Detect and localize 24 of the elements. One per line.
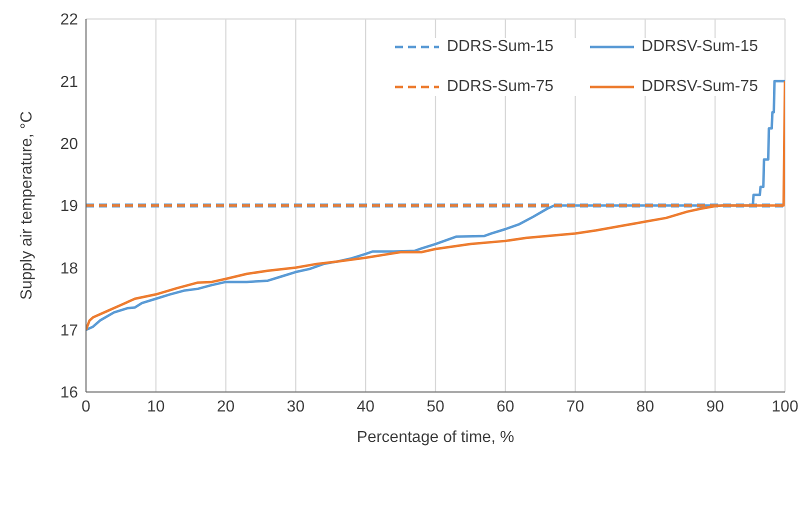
legend-label: DDRS-Sum-75 — [446, 78, 554, 96]
x-tick-label: 80 — [636, 398, 654, 416]
x-tick-label: 90 — [706, 398, 724, 416]
y-tick-label: 21 — [60, 74, 78, 91]
legend-label: DDRS-Sum-15 — [446, 38, 554, 56]
x-tick-label: 50 — [426, 398, 444, 416]
y-tick-label: 19 — [60, 198, 78, 216]
legend-label: DDRSV-Sum-15 — [642, 38, 758, 56]
x-tick-label: 70 — [566, 398, 584, 416]
x-tick-label: 20 — [216, 398, 235, 416]
x-axis-title: Percentage of time, % — [356, 429, 514, 446]
legend-label: DDRSV-Sum-75 — [642, 78, 758, 96]
y-axis-title: Supply air temperature, °C — [18, 111, 36, 300]
x-tick-label: 10 — [147, 398, 165, 416]
x-tick-label: 0 — [82, 398, 91, 416]
x-tick-label: 100 — [772, 398, 798, 416]
x-tick-label: 60 — [496, 398, 514, 416]
x-tick-label: 40 — [356, 398, 375, 416]
y-tick-label: 17 — [60, 322, 78, 340]
y-tick-label: 16 — [60, 384, 78, 402]
y-tick-label: 22 — [60, 12, 78, 29]
y-tick-label: 20 — [60, 136, 78, 154]
y-tick-label: 18 — [60, 260, 78, 278]
x-tick-label: 30 — [286, 398, 305, 416]
